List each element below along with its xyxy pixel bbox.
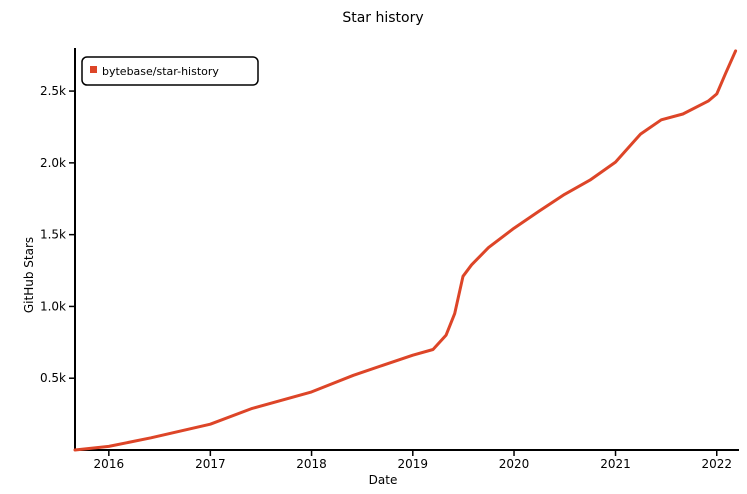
x-tick-label: 2018	[296, 457, 327, 471]
x-tick-label: 2022	[701, 457, 732, 471]
chart-title: Star history	[342, 10, 423, 26]
y-tick-label: 1.5k	[40, 228, 66, 242]
y-tick-label: 2.0k	[40, 156, 66, 170]
x-tick-label: 2017	[195, 457, 226, 471]
x-tick-label: 2020	[499, 457, 530, 471]
legend-box	[81, 56, 259, 86]
y-tick-label: 0.5k	[40, 371, 66, 385]
series-line	[73, 49, 738, 452]
x-tick-label: 2016	[94, 457, 125, 471]
y-tick-label: 2.5k	[40, 84, 66, 98]
y-tick-label: 1.0k	[40, 299, 66, 313]
legend: bytebase/star-history	[81, 56, 259, 86]
x-axis-label: Date	[369, 473, 398, 487]
y-axis-label: GitHub Stars	[22, 237, 36, 313]
legend-label: bytebase/star-history	[102, 65, 219, 78]
x-tick-label: 2019	[398, 457, 429, 471]
legend-swatch	[90, 66, 97, 73]
x-tick-label: 2021	[600, 457, 631, 471]
